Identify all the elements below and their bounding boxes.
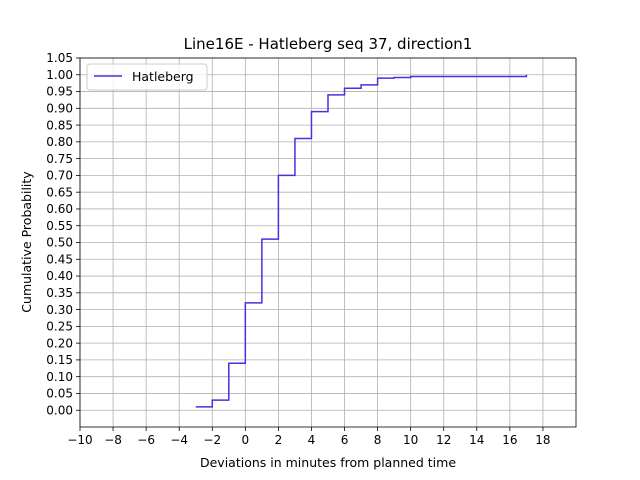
y-tick-label: 0.10 bbox=[46, 370, 73, 384]
y-tick-label: 0.55 bbox=[46, 219, 73, 233]
y-tick-label: 0.60 bbox=[46, 202, 73, 216]
y-tick-label: 0.30 bbox=[46, 303, 73, 317]
x-tick-label: 14 bbox=[469, 433, 484, 447]
y-tick-label: 0.05 bbox=[46, 387, 73, 401]
y-tick-label: 0.70 bbox=[46, 169, 73, 183]
chart-title: Line16E - Hatleberg seq 37, direction1 bbox=[184, 35, 473, 53]
series-layer bbox=[195, 74, 528, 408]
x-tick-label: −8 bbox=[104, 433, 122, 447]
y-tick-label: 0.80 bbox=[46, 135, 73, 149]
x-tick-label: 10 bbox=[403, 433, 418, 447]
grid bbox=[79, 57, 576, 427]
y-axis: 0.00 0.05 0.10 0.15 0.20 0.25 0.30 0.35 0.40 0.45… bbox=[46, 51, 80, 417]
x-tick-label: 16 bbox=[502, 433, 517, 447]
x-tick-label: 6 bbox=[341, 433, 349, 447]
y-tick-label: 0.35 bbox=[46, 286, 73, 300]
series-line bbox=[195, 74, 528, 408]
x-tick-label: −6 bbox=[137, 433, 155, 447]
y-tick-label: 0.25 bbox=[46, 320, 73, 334]
y-tick-label: 0.00 bbox=[46, 403, 73, 417]
x-tick-label: −10 bbox=[67, 433, 92, 447]
x-axis: −10 −8 −6 −4 −2 0 2 4 6 8 10 12 14 16 18 bbox=[67, 427, 551, 447]
y-tick-label: 0.75 bbox=[46, 152, 73, 166]
y-tick-label: 1.00 bbox=[46, 68, 73, 82]
x-tick-label: 2 bbox=[275, 433, 283, 447]
x-tick-label: 8 bbox=[374, 433, 382, 447]
legend: Hatleberg bbox=[86, 63, 208, 91]
y-axis-title: Cumulative Probability bbox=[19, 171, 34, 313]
y-tick-label: 0.85 bbox=[46, 118, 73, 132]
x-tick-label: 12 bbox=[436, 433, 451, 447]
x-tick-label: 4 bbox=[308, 433, 316, 447]
y-tick-label: 0.50 bbox=[46, 236, 73, 250]
y-tick-label: 0.90 bbox=[46, 102, 73, 116]
y-tick-label: 0.65 bbox=[46, 185, 73, 199]
x-axis-title: Deviations in minutes from planned time bbox=[200, 455, 456, 470]
legend-box bbox=[86, 63, 208, 91]
y-tick-label: 0.40 bbox=[46, 269, 73, 283]
x-tick-label: −4 bbox=[170, 433, 188, 447]
x-tick-label: 18 bbox=[535, 433, 550, 447]
y-tick-label: 0.95 bbox=[46, 85, 73, 99]
legend-label: Hatleberg bbox=[132, 69, 194, 84]
x-tick-label: −2 bbox=[203, 433, 221, 447]
x-tick-label: 0 bbox=[242, 433, 250, 447]
y-tick-label: 0.15 bbox=[46, 353, 73, 367]
y-tick-label: 0.45 bbox=[46, 252, 73, 266]
y-tick-label: 0.20 bbox=[46, 336, 73, 350]
y-tick-label: 1.05 bbox=[46, 51, 73, 65]
